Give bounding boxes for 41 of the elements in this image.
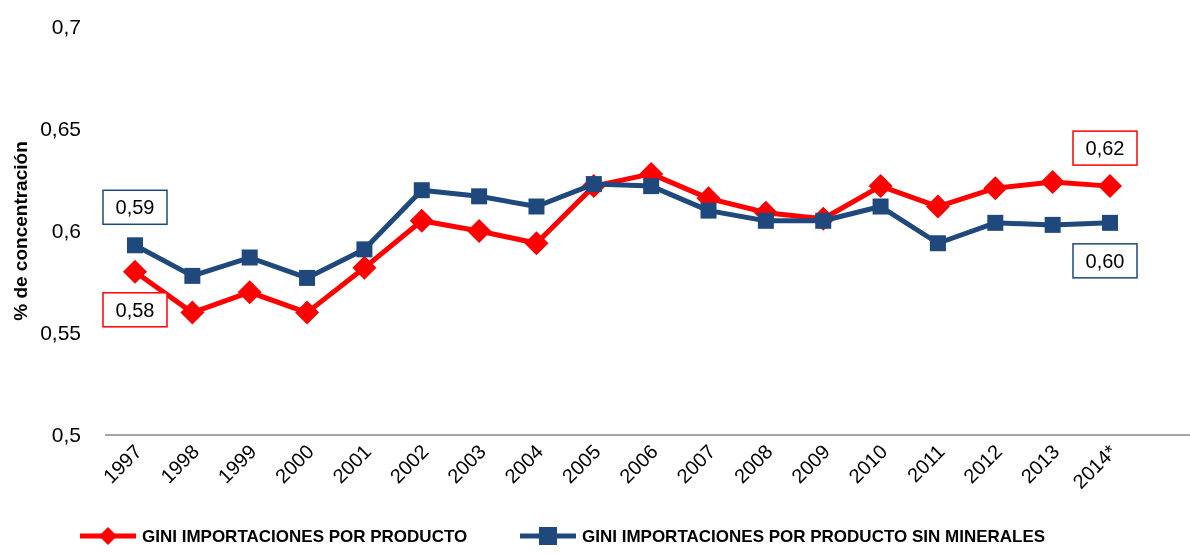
point bbox=[872, 198, 889, 215]
y-tick-label: 0,7 bbox=[51, 15, 81, 38]
point bbox=[241, 249, 258, 266]
data-label: 0,62 bbox=[1085, 137, 1125, 160]
point bbox=[1102, 214, 1118, 231]
point bbox=[352, 255, 377, 280]
point bbox=[987, 214, 1004, 231]
y-tick-label: 0,55 bbox=[40, 321, 81, 344]
point bbox=[925, 194, 950, 219]
point bbox=[757, 212, 774, 229]
point bbox=[295, 300, 320, 325]
point bbox=[700, 202, 717, 219]
point bbox=[528, 198, 545, 215]
point bbox=[929, 235, 946, 252]
point bbox=[1040, 170, 1065, 195]
point bbox=[299, 269, 316, 286]
point bbox=[356, 241, 373, 258]
point bbox=[1098, 174, 1122, 199]
point bbox=[868, 174, 893, 199]
data-label: 0,59 bbox=[115, 196, 155, 219]
point bbox=[123, 259, 147, 284]
point bbox=[1044, 216, 1061, 233]
point bbox=[467, 219, 492, 243]
point bbox=[524, 231, 549, 256]
point bbox=[413, 182, 430, 199]
point bbox=[127, 237, 143, 254]
point bbox=[180, 300, 205, 325]
data-label: 0,60 bbox=[1085, 249, 1125, 272]
point bbox=[237, 280, 262, 305]
data-label: 0,58 bbox=[115, 298, 155, 321]
y-axis-title: % de concentración bbox=[10, 141, 31, 321]
y-tick-label: 0,65 bbox=[40, 117, 81, 140]
y-tick-label: 0,6 bbox=[51, 219, 81, 242]
legend-label: GINI IMPORTACIONES POR PRODUCTO bbox=[142, 527, 468, 546]
legend-label: GINI IMPORTACIONES POR PRODUCTO SIN MINERALES bbox=[582, 527, 1046, 546]
point bbox=[184, 267, 201, 284]
y-tick-label: 0,5 bbox=[51, 423, 81, 446]
point bbox=[983, 176, 1008, 201]
point bbox=[471, 188, 488, 205]
point bbox=[409, 208, 434, 233]
point bbox=[643, 178, 660, 195]
